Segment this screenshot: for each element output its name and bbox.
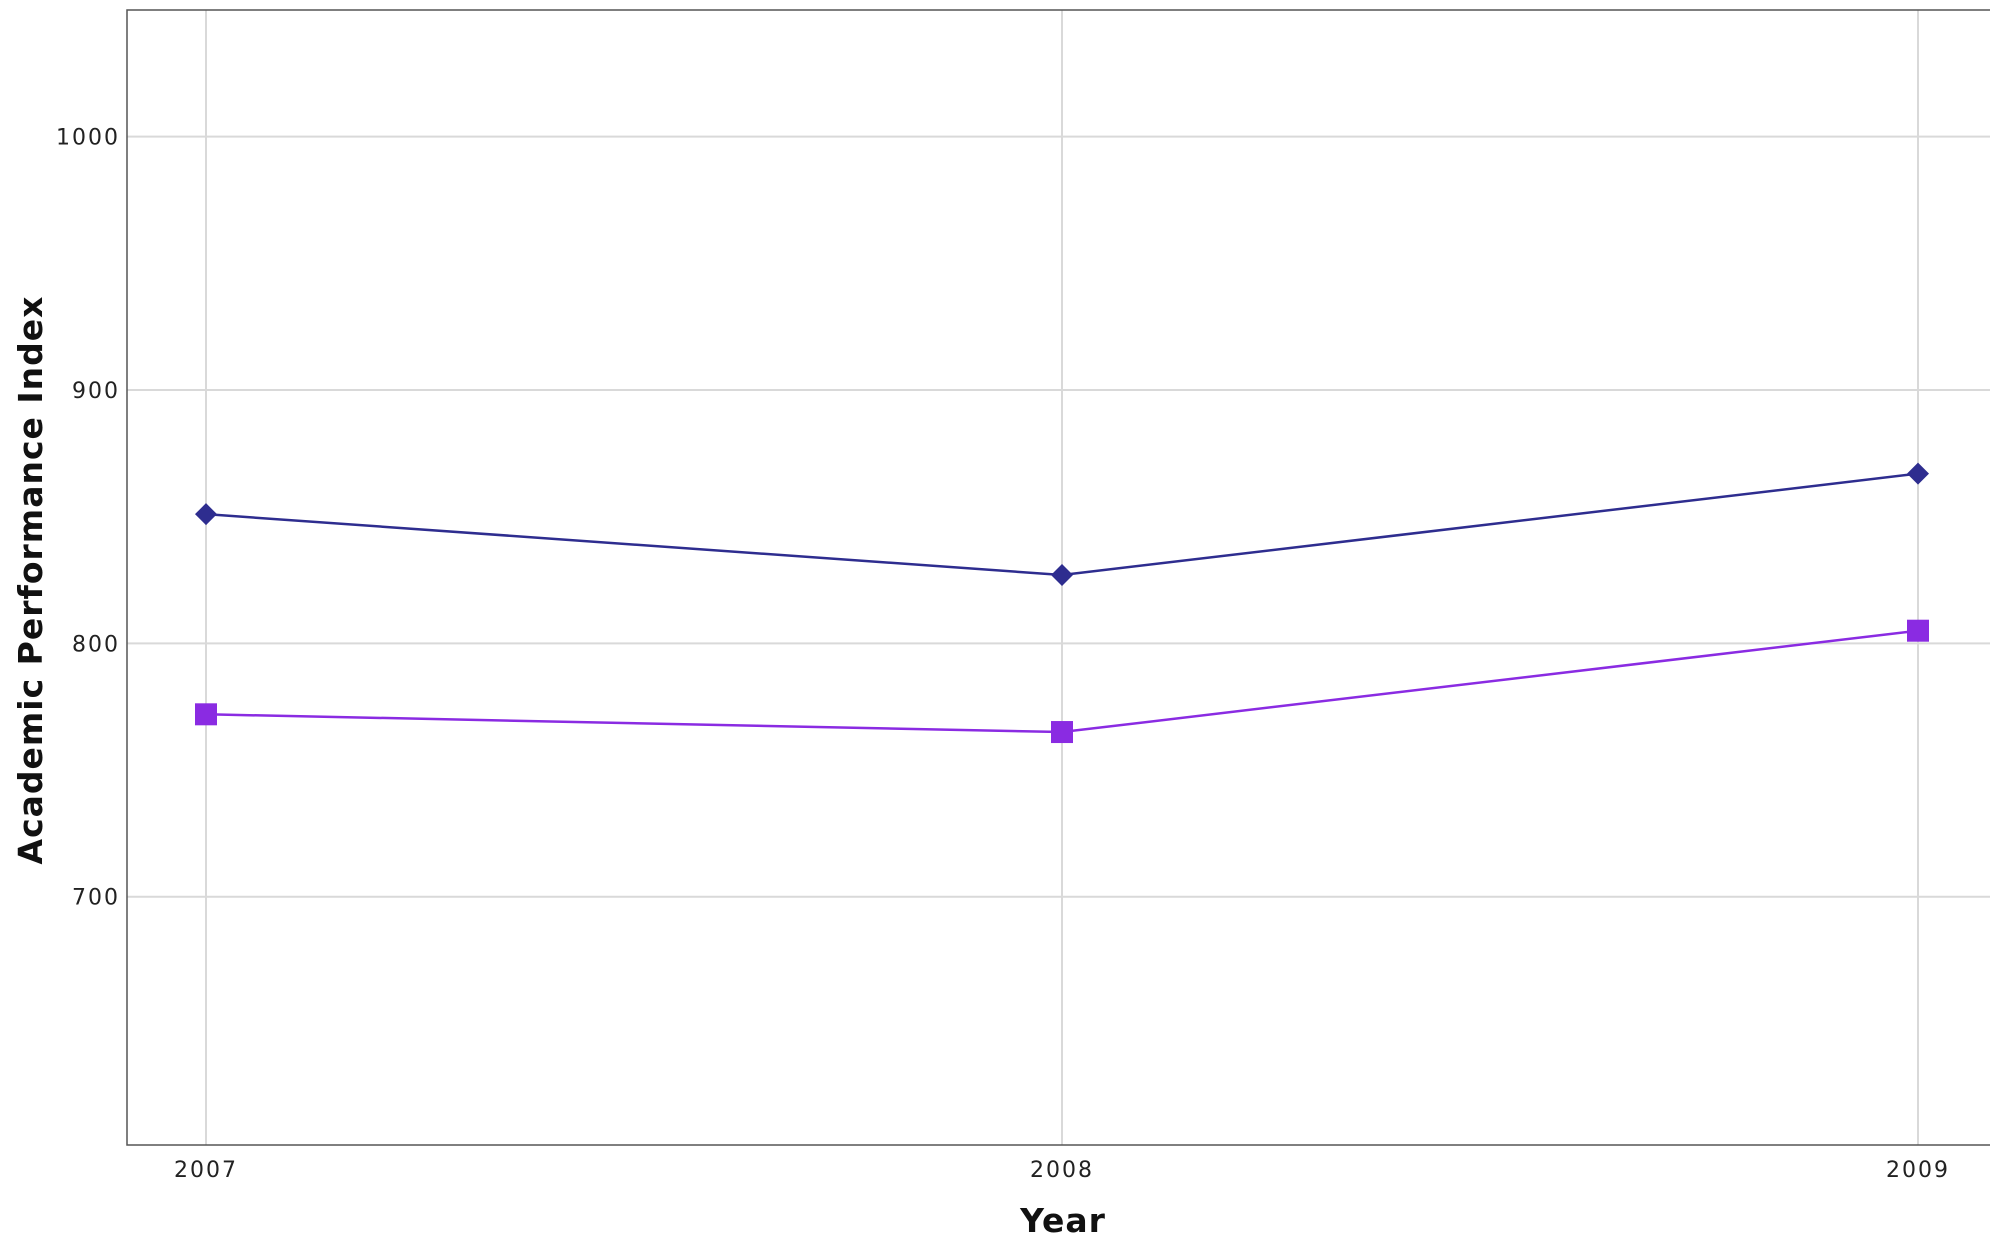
y-tick-label-900: 900 [72,379,120,404]
series-layer [195,462,1929,744]
series-2-point-2007 [195,703,217,726]
series-1-point-2009 [1907,462,1929,485]
y-tick-label-1000: 1000 [56,126,120,151]
series-2-point-2009 [1907,619,1929,642]
y-tick-label-800: 800 [72,632,120,657]
x-tick-label-2009: 2009 [1886,1158,1950,1183]
y-axis-title: Academic Performance Index [11,296,50,865]
series-1-point-2008 [1051,563,1073,586]
series-1-point-2007 [195,503,217,526]
series-2-point-2008 [1051,721,1073,744]
x-axis-title: Year [1019,1201,1106,1238]
tick-labels: 700 800 900 1000 2007 2008 2009 [56,126,1950,1183]
y-tick-label-700: 700 [72,886,120,911]
plot-frame [126,9,1990,1146]
x-tick-label-2008: 2008 [1030,1158,1094,1183]
x-tick-label-2007: 2007 [174,1158,238,1183]
